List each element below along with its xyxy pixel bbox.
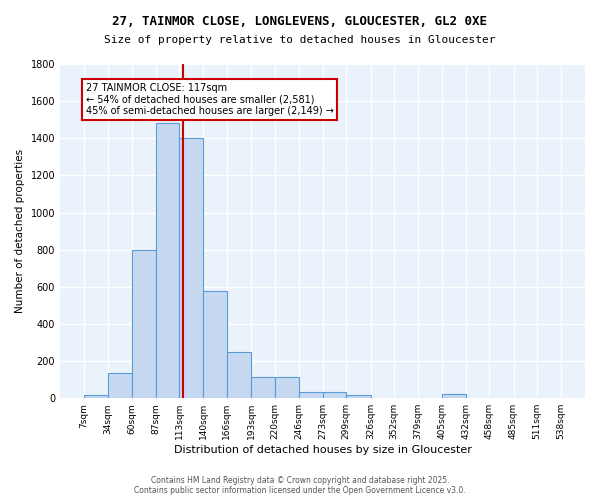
Text: 27 TAINMOR CLOSE: 117sqm
← 54% of detached houses are smaller (2,581)
45% of sem: 27 TAINMOR CLOSE: 117sqm ← 54% of detach… [86,83,334,116]
Bar [108,373,131,398]
Bar [179,138,203,398]
Bar [346,396,371,398]
Bar [323,392,346,398]
X-axis label: Distribution of detached houses by size in Gloucester: Distribution of detached houses by size … [173,445,472,455]
Bar [131,250,156,398]
Bar [156,124,179,398]
Bar [227,352,251,398]
Bar [275,377,299,398]
Text: 27, TAINMOR CLOSE, LONGLEVENS, GLOUCESTER, GL2 0XE: 27, TAINMOR CLOSE, LONGLEVENS, GLOUCESTE… [113,15,487,28]
Bar [299,392,323,398]
Bar [84,396,108,398]
Bar [251,377,275,398]
Text: Size of property relative to detached houses in Gloucester: Size of property relative to detached ho… [104,35,496,45]
Bar [203,292,227,398]
Y-axis label: Number of detached properties: Number of detached properties [15,149,25,313]
Text: Contains HM Land Registry data © Crown copyright and database right 2025.
Contai: Contains HM Land Registry data © Crown c… [134,476,466,495]
Bar [442,394,466,398]
